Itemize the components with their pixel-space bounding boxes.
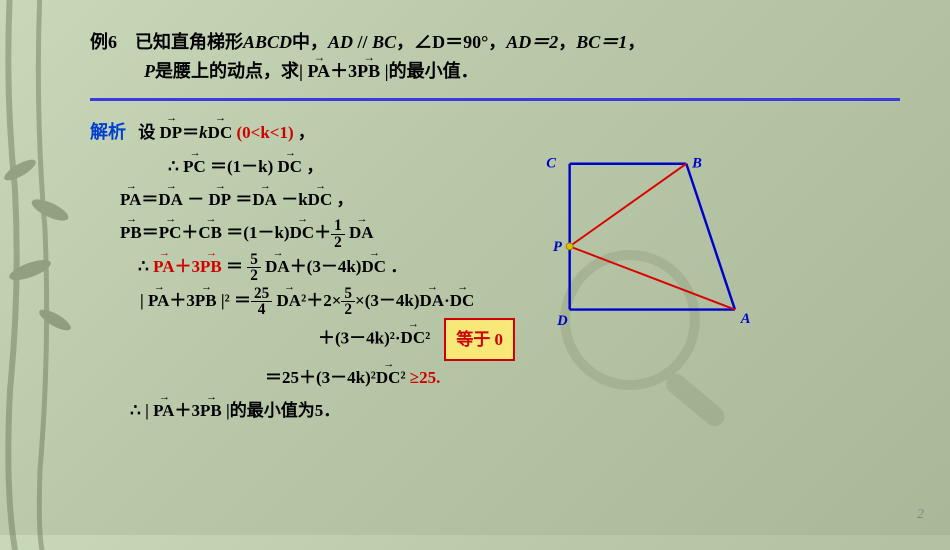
svg-text:A: A bbox=[740, 311, 750, 327]
solution-body: 解析 设 DP＝kDC (0<k<1) ， ∴ PC ＝(1－k) DC ， P… bbox=[90, 115, 900, 427]
result-geq: ≥25. bbox=[406, 368, 441, 387]
geometry-diagram: C B D A P bbox=[540, 154, 750, 329]
example-label: 例6 bbox=[90, 32, 117, 52]
svg-text:D: D bbox=[556, 313, 568, 329]
divider bbox=[90, 98, 900, 101]
svg-text:C: C bbox=[546, 156, 556, 172]
page-number: 2 bbox=[917, 507, 924, 523]
zero-callout: 等于 0 bbox=[444, 318, 515, 361]
problem-statement: 例6 已知直角梯形ABCD中，AD // BC，∠D＝90°，AD＝2，BC＝1… bbox=[90, 28, 900, 86]
svg-text:B: B bbox=[691, 156, 702, 172]
vector-PA: PA bbox=[307, 57, 330, 86]
svg-text:P: P bbox=[553, 239, 562, 255]
solution-label: 解析 bbox=[90, 122, 126, 142]
vector-PB: PB bbox=[357, 57, 380, 86]
constraint-note: (0<k<1) bbox=[232, 123, 293, 142]
